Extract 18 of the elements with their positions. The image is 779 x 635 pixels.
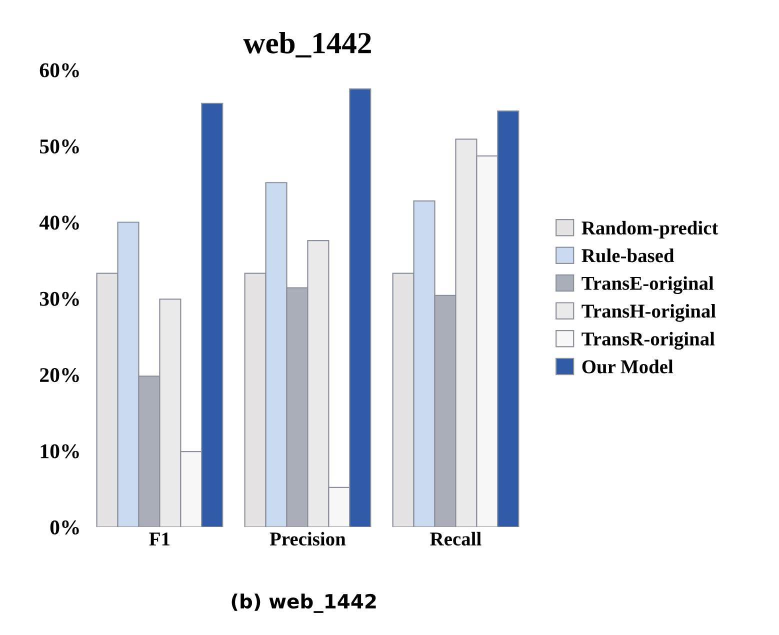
- y-tick-label: 30%: [40, 292, 79, 306]
- legend-label: Rule-based: [582, 248, 674, 262]
- y-tick-label: 50%: [40, 139, 79, 154]
- text: (b) web_1442: [232, 594, 376, 613]
- y-tick-label: 10%: [40, 444, 79, 458]
- y-tick-label: 0%: [50, 520, 79, 535]
- x-tick-label: Recall: [430, 532, 482, 546]
- y-tick-label: 20%: [40, 368, 79, 382]
- y-tick-label: 40%: [39, 216, 79, 230]
- x-tick-label: Precision: [270, 532, 346, 546]
- legend-label: TransE-original: [582, 276, 714, 294]
- y-tick-label: 60%: [40, 63, 79, 78]
- legend-label: TransH-original: [582, 304, 716, 322]
- legend-label: Random-predict: [582, 220, 718, 239]
- chart-title: web_1442: [243, 32, 371, 58]
- legend-label: TransR-original: [582, 332, 715, 350]
- legend-label: Our Model: [582, 360, 674, 374]
- x-tick-label: F1: [149, 532, 170, 546]
